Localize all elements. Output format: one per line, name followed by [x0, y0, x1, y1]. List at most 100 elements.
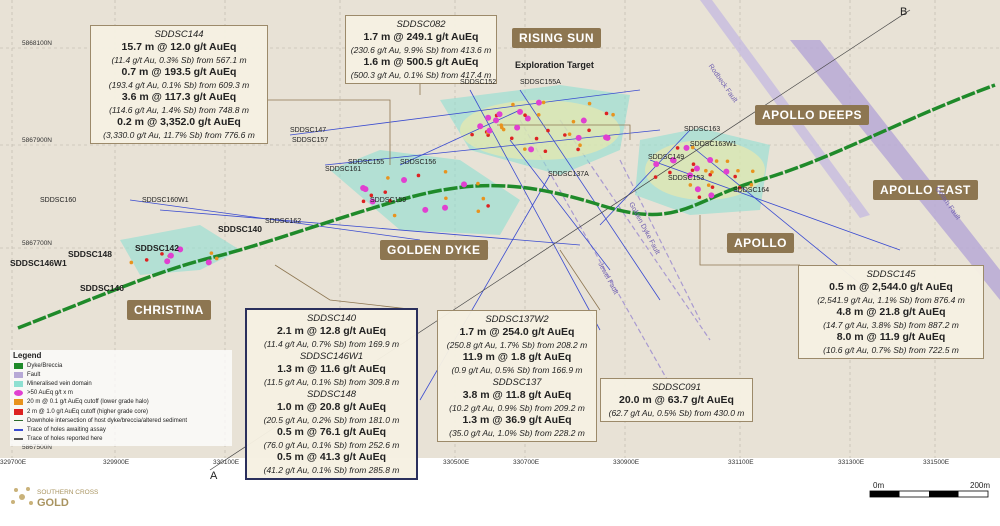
- hole-label: SDDSC157: [292, 137, 329, 144]
- intercept-dot: [486, 127, 493, 134]
- intercept-dot: [704, 168, 708, 173]
- legend-text: Downhole intersection of host dyke/brecc…: [27, 417, 188, 424]
- easting-label: 330100E: [213, 459, 240, 466]
- intercept-dot: [496, 111, 503, 118]
- intercept-dot: [668, 170, 672, 175]
- legend-swatch: [14, 390, 23, 397]
- intercept-dot: [499, 125, 504, 130]
- scale-label: 0m: [873, 481, 885, 490]
- legend-text: Trace of holes reported here: [27, 436, 103, 443]
- intercept-dot: [690, 168, 695, 173]
- intercept-dot: [144, 258, 149, 262]
- legend-item: Dyke/Breccia: [10, 361, 232, 370]
- intercept-dot: [416, 173, 421, 178]
- intercept-dot: [461, 181, 468, 188]
- intercept-dot: [541, 100, 546, 105]
- hole-label: SDDSC147: [290, 127, 327, 134]
- logo-mark: [11, 487, 33, 505]
- callout-intercept: 0.7 m @ 193.5 g/t AuEq: [121, 66, 237, 78]
- intercept-dot: [697, 195, 702, 200]
- intercept-dot: [749, 183, 754, 187]
- intercept-dot: [587, 101, 592, 106]
- hole-label: SDDSC155A: [520, 79, 561, 86]
- intercept-dot: [214, 256, 219, 261]
- easting-label: 331300E: [838, 459, 865, 466]
- hole-label: SDDSC161: [325, 166, 362, 173]
- intercept-dot: [442, 204, 449, 211]
- hole-label: SDDSC155: [348, 159, 385, 166]
- intercept-dot: [611, 112, 615, 117]
- intercept-dot: [653, 161, 660, 168]
- callout-hole: SDDSC137: [492, 377, 542, 388]
- intercept-dot: [683, 144, 690, 151]
- callout-hole: SDDSC144: [154, 29, 204, 40]
- intercept-dot: [690, 145, 695, 150]
- callout-box: SDDSC145 0.5 m @ 2,544.0 g/t AuEq (2,541.9…: [798, 265, 984, 359]
- hole-label: SDDSC159: [370, 197, 407, 204]
- section-label: B: [900, 6, 908, 18]
- callout-intercept: 0.5 m @ 2,544.0 g/t AuEq: [829, 281, 953, 293]
- intercept-dot: [383, 190, 388, 194]
- callout-intercept: 1.7 m @ 254.0 g/t AuEq: [459, 326, 575, 338]
- intercept-dot: [386, 176, 390, 180]
- callout-intercept: 3.6 m @ 117.3 g/t AuEq: [121, 91, 237, 103]
- intercept-dot: [444, 196, 448, 201]
- intercept-dot: [563, 133, 567, 137]
- callout-intercept: 20.0 m @ 63.7 g/t AuEq: [619, 394, 734, 406]
- callout-box: SDDSC137W2 1.7 m @ 254.0 g/t AuEq (250.8 g…: [437, 310, 597, 442]
- hole-label: SDDSC153: [668, 175, 705, 182]
- intercept-dot: [481, 196, 486, 201]
- intercept-dot: [476, 181, 480, 186]
- callout-hole: SDDSC146W1: [299, 351, 364, 362]
- intercept-dot: [669, 156, 676, 163]
- intercept-dot: [524, 115, 531, 122]
- legend-item: 20 m @ 0.1 g/t AuEq cutoff (lower grade …: [10, 398, 232, 407]
- legend-item: Fault: [10, 370, 232, 379]
- hole-label: SDDSC160W1: [142, 197, 189, 204]
- intercept-dot: [209, 251, 214, 255]
- intercept-dot: [708, 192, 715, 199]
- intercept-dot: [580, 117, 587, 124]
- hole-label: SDDSC163: [684, 126, 721, 133]
- hole-label: SDDSC164: [733, 187, 770, 194]
- legend-swatch: [14, 438, 23, 440]
- intercept-dot: [733, 174, 737, 179]
- intercept-dot: [737, 185, 742, 190]
- hole-label: SDDSC162: [265, 218, 302, 225]
- legend-text: 2 m @ 1.0 g/t AuEq cutoff (higher grade …: [27, 408, 149, 415]
- intercept-dot: [710, 185, 715, 189]
- hole-label: SDDSC163W1: [690, 141, 737, 148]
- intercept-dot: [167, 252, 174, 259]
- legend-item: >50 AuEq g/t x m: [10, 389, 232, 398]
- callout-intercept: 15.7 m @ 12.0 g/t AuEq: [121, 41, 237, 53]
- legend-swatch: [14, 399, 23, 406]
- legend-swatch: [14, 419, 23, 422]
- legend: Legend Dyke/Breccia Fault Mineralised vein …: [10, 350, 232, 446]
- scale-bar: [870, 491, 900, 497]
- legend-swatch: [14, 408, 23, 415]
- easting-label: 330500E: [443, 459, 470, 466]
- hole-label: SDDSC140: [218, 224, 262, 234]
- intercept-dot: [567, 132, 572, 136]
- intercept-dot: [476, 209, 481, 214]
- intercept-dot: [535, 99, 542, 106]
- intercept-dot: [604, 111, 609, 116]
- intercept-dot: [514, 124, 521, 131]
- easting-label: 331500E: [923, 459, 950, 466]
- legend-swatch: [14, 371, 23, 378]
- exploration-target: Exploration Target: [515, 60, 594, 70]
- callout-detail: (2,541.9 g/t Au, 1.1% Sb) from 876.4 m: [817, 295, 965, 305]
- intercept-dot: [536, 113, 541, 117]
- legend-swatch: [14, 380, 23, 387]
- callout-intercept: 1.7 m @ 249.1 g/t AuEq: [363, 31, 479, 43]
- callout-intercept: 1.3 m @ 11.6 g/t AuEq: [277, 363, 386, 375]
- prospect-label: APOLLO EAST: [873, 180, 978, 200]
- callout-intercept: 11.9 m @ 1.8 g/t AuEq: [462, 351, 572, 363]
- intercept-dot: [485, 114, 492, 121]
- callout-detail: (193.4 g/t Au, 0.1% Sb) from 609.3 m: [108, 80, 250, 90]
- callout-hole: SDDSC145: [866, 269, 916, 280]
- prospect-label: RISING SUN: [512, 28, 602, 48]
- legend-item: Mineralised vein domain: [10, 379, 232, 388]
- legend-text: >50 AuEq g/t x m: [27, 390, 73, 397]
